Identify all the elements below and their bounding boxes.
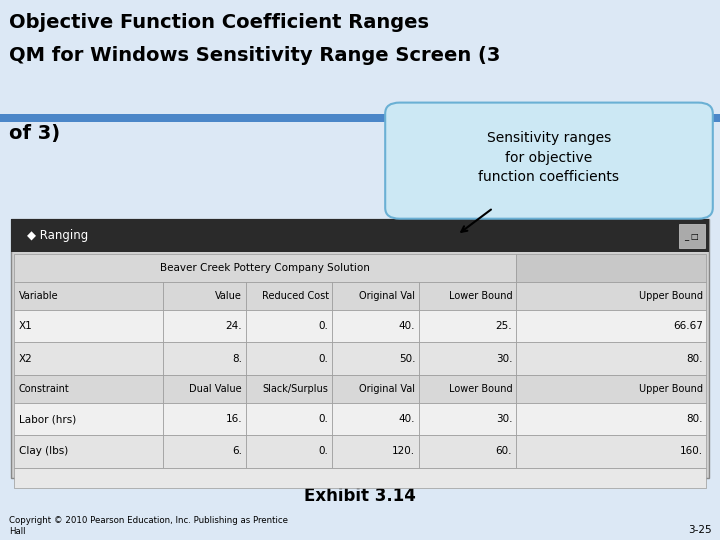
Bar (333, 403, 419, 435)
Text: 80.: 80. (686, 414, 703, 424)
Bar (246, 342, 333, 375)
Bar (14, 435, 163, 468)
Text: of 3): of 3) (9, 124, 60, 143)
Bar (516, 435, 706, 468)
Text: Original Val: Original Val (359, 384, 415, 394)
Bar (516, 282, 706, 310)
Bar (14, 254, 516, 282)
Text: 40.: 40. (399, 321, 415, 331)
Text: Upper Bound: Upper Bound (639, 384, 703, 394)
Text: 0.: 0. (319, 354, 329, 363)
Text: 60.: 60. (496, 447, 512, 456)
Bar (163, 375, 246, 403)
Text: Labor (hrs): Labor (hrs) (19, 414, 76, 424)
Text: Exhibit 3.14: Exhibit 3.14 (304, 487, 416, 505)
Text: Sensitivity ranges
for objective
function coefficients: Sensitivity ranges for objective functio… (479, 131, 619, 185)
Text: Objective Function Coefficient Ranges: Objective Function Coefficient Ranges (9, 14, 428, 32)
Text: Clay (lbs): Clay (lbs) (19, 447, 68, 456)
Text: 0.: 0. (319, 321, 329, 331)
Text: Value: Value (215, 291, 242, 301)
Text: Variable: Variable (19, 291, 58, 301)
Text: 66.67: 66.67 (673, 321, 703, 331)
Bar (516, 375, 706, 403)
Text: Lower Bound: Lower Bound (449, 384, 512, 394)
Bar (333, 375, 419, 403)
Bar (246, 435, 333, 468)
Bar (163, 342, 246, 375)
Bar (163, 310, 246, 342)
Text: 30.: 30. (496, 414, 512, 424)
Text: X2: X2 (19, 354, 32, 363)
Bar (163, 435, 246, 468)
Text: 80.: 80. (686, 354, 703, 363)
Bar (516, 342, 706, 375)
Bar (333, 310, 419, 342)
Bar (419, 403, 516, 435)
Bar (14, 375, 163, 403)
Bar (419, 310, 516, 342)
Text: Slack/Surplus: Slack/Surplus (263, 384, 329, 394)
Text: 30.: 30. (496, 354, 512, 363)
Text: _ □: _ □ (685, 231, 699, 240)
Bar (246, 282, 333, 310)
Bar (246, 375, 333, 403)
Text: Dual Value: Dual Value (189, 384, 242, 394)
Text: Copyright © 2010 Pearson Education, Inc. Publishing as Prentice
Hall: Copyright © 2010 Pearson Education, Inc.… (9, 516, 288, 536)
Text: Reduced Cost: Reduced Cost (261, 291, 329, 301)
Bar (163, 403, 246, 435)
Text: 3-25: 3-25 (688, 525, 711, 535)
Text: Upper Bound: Upper Bound (639, 291, 703, 301)
Bar (516, 403, 706, 435)
Bar (14, 310, 163, 342)
Bar (14, 468, 706, 488)
Text: Beaver Creek Pottery Company Solution: Beaver Creek Pottery Company Solution (160, 263, 369, 273)
Bar (419, 435, 516, 468)
Bar (333, 342, 419, 375)
Bar (419, 342, 516, 375)
Text: X1: X1 (19, 321, 32, 331)
Text: 25.: 25. (495, 321, 512, 331)
Bar (246, 310, 333, 342)
Text: Original Val: Original Val (359, 291, 415, 301)
Bar (333, 282, 419, 310)
Bar (516, 310, 706, 342)
Text: 6.: 6. (232, 447, 242, 456)
Bar (11, 219, 709, 478)
Bar (11, 219, 709, 252)
Bar (679, 224, 705, 248)
Text: QM for Windows Sensitivity Range Screen (3: QM for Windows Sensitivity Range Screen … (9, 46, 500, 65)
Text: 24.: 24. (225, 321, 242, 331)
Bar (516, 254, 706, 282)
Bar (14, 403, 163, 435)
Text: 0.: 0. (319, 447, 329, 456)
Bar (419, 282, 516, 310)
Text: 160.: 160. (680, 447, 703, 456)
Text: Lower Bound: Lower Bound (449, 291, 512, 301)
Bar (0, 114, 720, 122)
Text: ◆ Ranging: ◆ Ranging (27, 229, 88, 242)
Bar (14, 342, 163, 375)
Text: 0.: 0. (319, 414, 329, 424)
FancyBboxPatch shape (385, 103, 713, 219)
Text: 40.: 40. (399, 414, 415, 424)
Bar (163, 282, 246, 310)
Text: 16.: 16. (225, 414, 242, 424)
Bar (246, 403, 333, 435)
Text: 50.: 50. (399, 354, 415, 363)
Bar (333, 435, 419, 468)
Bar (14, 282, 163, 310)
Text: 8.: 8. (232, 354, 242, 363)
Text: Constraint: Constraint (19, 384, 69, 394)
Bar (419, 375, 516, 403)
Text: 120.: 120. (392, 447, 415, 456)
